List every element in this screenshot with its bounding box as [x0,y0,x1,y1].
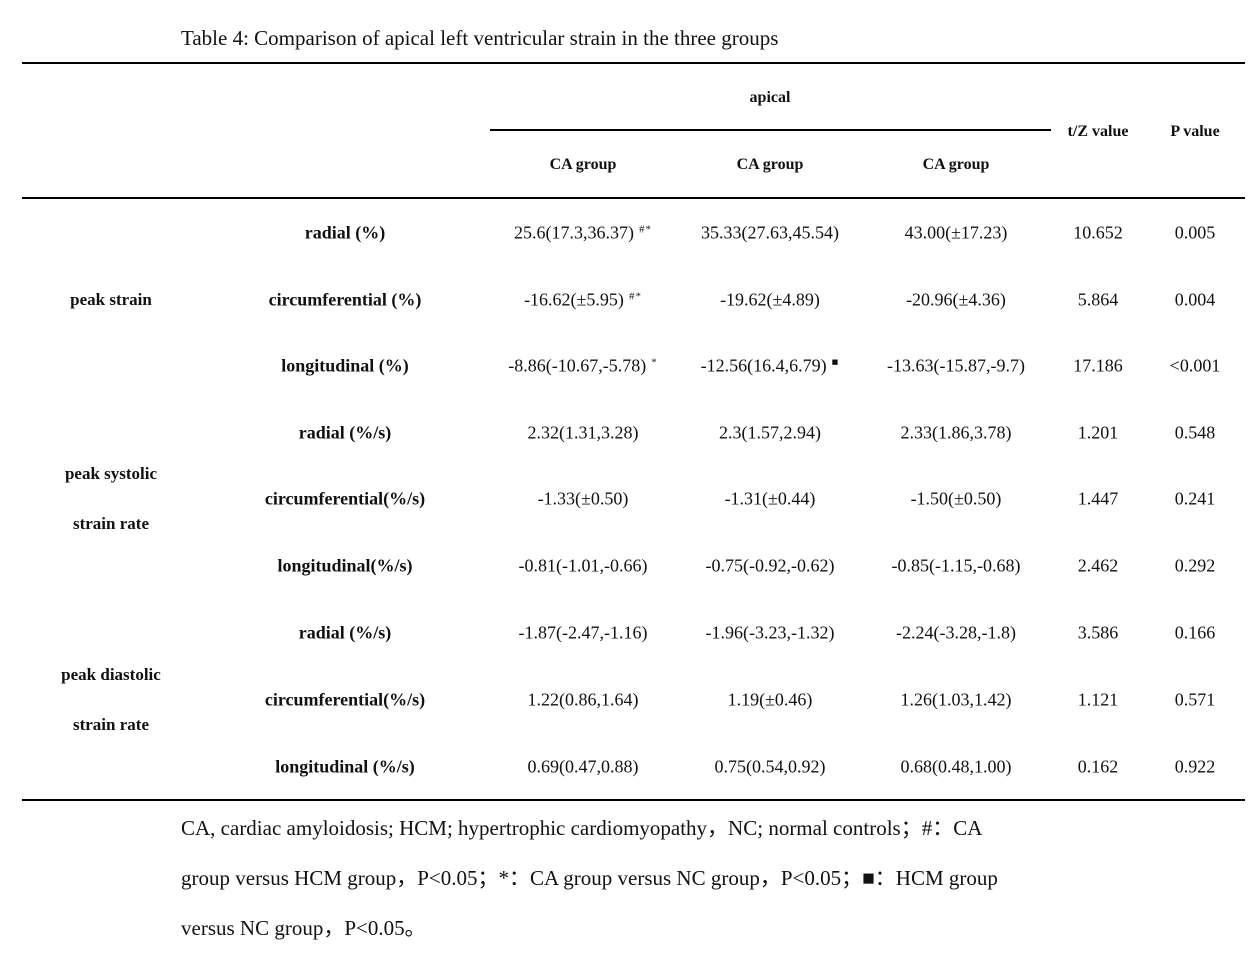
header-stat: t/Z value [1067,123,1129,140]
row-label: radial (%) [304,222,386,243]
header-rule [22,197,1245,199]
significance-mark: #* [628,290,642,303]
row-label: circumferential(%/s) [264,488,426,509]
row-label: longitudinal (%) [281,355,409,376]
row-label: circumferential(%/s) [264,689,426,710]
header-p: P value [1170,123,1220,140]
bottom-rule [22,799,1245,801]
significance-mark: #* [639,223,652,236]
cell-p: 0.548 [1174,422,1216,443]
cell-nc: -13.63(-15.87,-9.7) [887,355,1025,376]
row-label: circumferential (%) [268,289,422,310]
cell-hcm: -12.56(16.4,6.79) ■ [700,355,840,376]
cell-p: 0.166 [1174,622,1216,643]
cell-nc: 43.00(±17.23) [904,222,1008,243]
cell-nc: -2.24(-3.28,-1.8) [896,622,1016,643]
row-label: longitudinal (%/s) [275,756,415,777]
cell-p: 0.004 [1174,289,1216,310]
row-label: radial (%/s) [298,422,392,443]
cell-p: 0.241 [1174,488,1216,509]
section-label-peak-diastolic: peak diastolic strain rate [61,665,161,734]
cell-nc: -20.96(±4.36) [906,289,1006,310]
cell-stat: 5.864 [1077,289,1119,310]
cell-nc: 0.68(0.48,1.00) [900,756,1012,777]
footnote-line: versus NC group，P<0.05。 [181,916,426,940]
cell-ca: 25.6(17.3,36.37) #* [514,222,652,243]
footnote-line: group versus HCM group，P<0.05；*：CA group… [181,866,998,890]
table-footnote: CA, cardiac amyloidosis; HCM; hypertroph… [181,803,1101,953]
header-group-nc: CA group [922,156,990,173]
header-group-ca: CA group [549,156,617,173]
cell-p: 0.571 [1174,689,1216,710]
apical-span-rule [490,129,1051,131]
cell-nc: -1.50(±0.50) [910,488,1002,509]
cell-nc: 1.26(1.03,1.42) [900,689,1012,710]
cell-ca: 1.22(0.86,1.64) [527,689,639,710]
cell-hcm: -1.96(-3.23,-1.32) [705,622,835,643]
section-label-peak-systolic: peak systolic strain rate [64,464,158,533]
cell-ca: -0.81(-1.01,-0.66) [518,555,648,576]
cell-p: <0.001 [1169,355,1221,376]
footnote-line: CA, cardiac amyloidosis; HCM; hypertroph… [181,816,983,840]
cell-p: 0.292 [1174,555,1216,576]
cell-stat: 1.447 [1077,488,1119,509]
cell-stat: 3.586 [1077,622,1119,643]
cell-ca: -16.62(±5.95) #* [524,289,642,310]
cell-stat: 1.201 [1077,422,1119,443]
cell-hcm: -1.31(±0.44) [724,488,816,509]
cell-ca: 2.32(1.31,3.28) [527,422,639,443]
header-apical: apical [749,89,791,106]
cell-ca: -1.33(±0.50) [537,488,629,509]
cell-hcm: -0.75(-0.92,-0.62) [705,555,835,576]
cell-stat: 1.121 [1077,689,1119,710]
cell-stat: 17.186 [1073,355,1123,376]
cell-stat: 10.652 [1073,222,1123,243]
cell-nc: 2.33(1.86,3.78) [900,422,1012,443]
cell-hcm: -19.62(±4.89) [720,289,820,310]
cell-hcm: 1.19(±0.46) [727,689,813,710]
significance-mark: * [651,356,658,369]
cell-stat: 2.462 [1077,555,1119,576]
cell-hcm: 2.3(1.57,2.94) [719,422,821,443]
cell-ca: -1.87(-2.47,-1.16) [518,622,648,643]
significance-mark: ■ [831,356,840,369]
cell-p: 0.005 [1174,222,1216,243]
cell-ca: -8.86(-10.67,-5.78) * [508,355,658,376]
cell-p: 0.922 [1174,756,1216,777]
section-label-peak-strain: peak strain [70,290,152,309]
top-rule [22,62,1245,64]
cell-stat: 0.162 [1077,756,1119,777]
row-label: radial (%/s) [298,622,392,643]
row-label: longitudinal(%/s) [277,555,413,576]
cell-ca: 0.69(0.47,0.88) [527,756,639,777]
cell-nc: -0.85(-1.15,-0.68) [891,555,1021,576]
header-group-hcm: CA group [736,156,804,173]
cell-hcm: 35.33(27.63,45.54) [701,222,839,243]
cell-hcm: 0.75(0.54,0.92) [714,756,826,777]
table-caption: Table 4: Comparison of apical left ventr… [181,26,779,50]
